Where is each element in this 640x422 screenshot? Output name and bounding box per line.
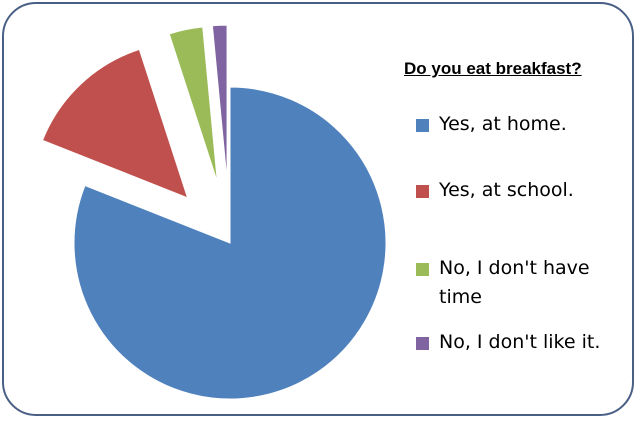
pie-slice-3 [168,26,218,183]
legend-label: No, I don't have time [439,257,590,308]
legend-swatch [416,119,429,132]
pie-slices [41,24,387,400]
pie-slice-1 [73,86,387,400]
chart-title: Do you eat breakfast? [404,59,582,78]
legend-label: Yes, at home. [439,113,567,135]
legend-swatch [416,337,429,350]
pie-slice-2 [41,48,189,199]
legend: Yes, at home. Yes, at school. No, I don't … [416,110,638,370]
pie-slice-4 [211,24,228,182]
legend-swatch [416,185,429,198]
legend-label: Yes, at school. [439,179,574,201]
legend-label: No, I don't like it. [439,331,601,353]
legend-swatch [416,263,429,276]
